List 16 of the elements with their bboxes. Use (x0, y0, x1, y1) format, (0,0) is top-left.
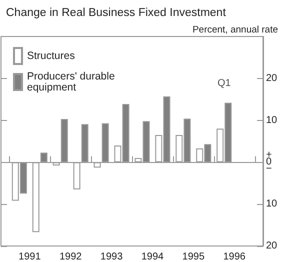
y-tick-label: 20 (266, 240, 278, 252)
legend-label: Structures (27, 50, 75, 62)
x-tick-label: 1996 (223, 252, 246, 262)
legend-label: Producers' durable equipment (27, 70, 115, 94)
y-tick-label: 10 (266, 198, 278, 210)
y-tick-label: + 0 − (266, 150, 272, 175)
x-tick-label: 1993 (100, 252, 124, 262)
x-tick-label: 1994 (141, 252, 164, 262)
chart-subtitle: Percent, annual rate (192, 24, 278, 36)
x-tick-label: 1992 (59, 252, 82, 262)
x-tick-label: 1995 (182, 252, 205, 262)
chart-title: Change in Real Business Fixed Investment (6, 7, 227, 19)
x-tick-label: 1991 (18, 252, 42, 262)
y-tick-label: 10 (266, 114, 278, 126)
annotation: Q1 (217, 78, 232, 90)
y-tick-label: 20 (266, 72, 278, 84)
